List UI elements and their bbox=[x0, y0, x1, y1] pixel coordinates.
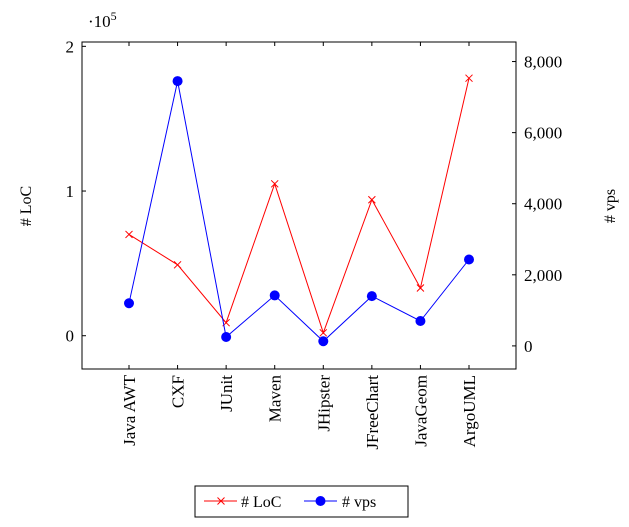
data-point-circle bbox=[221, 332, 232, 343]
left-axis-tick-label: 2 bbox=[66, 37, 75, 56]
legend-item-loc: # LoC bbox=[204, 494, 281, 511]
legend-vps-label: # vps bbox=[342, 494, 376, 511]
x-axis-tick-label: CXF bbox=[169, 375, 188, 408]
data-point-circle bbox=[318, 336, 329, 347]
x-axis-tick-label: Maven bbox=[266, 375, 285, 423]
series-loc bbox=[125, 74, 473, 337]
legend-loc-label: # LoC bbox=[241, 494, 281, 511]
right-axis-tick-label: 0 bbox=[524, 337, 533, 356]
x-axis-tick-label: JHipster bbox=[314, 375, 333, 432]
right-axis-tick-label: 8,000 bbox=[524, 53, 562, 72]
cross-stroke bbox=[270, 179, 279, 188]
x-axis-tick-label: Java AWT bbox=[120, 374, 139, 445]
left-axis-tick-label: 0 bbox=[66, 327, 75, 346]
right-axis-tick-label: 6,000 bbox=[524, 124, 562, 143]
legend-item-vps: # vps bbox=[304, 494, 376, 511]
plot-frame bbox=[81, 41, 517, 370]
data-point-circle bbox=[366, 291, 377, 302]
data-point-circle bbox=[269, 290, 280, 301]
cross-stroke bbox=[173, 260, 182, 269]
series-layer bbox=[124, 74, 474, 347]
legend: # LoC # vps bbox=[194, 485, 409, 518]
data-point-cross bbox=[319, 328, 328, 337]
left-axis: 0 1 2 bbox=[66, 37, 86, 346]
left-axis-scale-label: ·105 bbox=[88, 9, 117, 31]
legend-loc-marker bbox=[217, 497, 225, 505]
right-axis-label: # vps bbox=[602, 189, 619, 223]
data-point-cross bbox=[465, 74, 473, 83]
cross-stroke bbox=[125, 230, 133, 239]
data-point-circle bbox=[172, 76, 183, 87]
x-axis-tick-label: JUnit bbox=[217, 375, 236, 412]
x-axis-tick-label: JavaGeom bbox=[411, 375, 430, 447]
left-axis-tick-label: 1 bbox=[66, 182, 75, 201]
x-axis: Java AWT CXF JUnit Maven JHipster JFreeChart J… bbox=[120, 42, 479, 450]
data-point-circle bbox=[464, 254, 474, 265]
cross-stroke bbox=[319, 328, 328, 337]
legend-vps-marker bbox=[315, 496, 326, 506]
cross-stroke bbox=[368, 195, 376, 204]
right-axis: 0 2,000 4,000 6,000 8,000 bbox=[512, 53, 562, 356]
data-point-cross bbox=[416, 284, 425, 292]
right-axis-tick-label: 4,000 bbox=[524, 195, 562, 214]
data-point-cross bbox=[368, 195, 376, 204]
series-line bbox=[128, 80, 470, 342]
series-vps bbox=[124, 76, 474, 347]
left-axis-label: # LoC bbox=[18, 186, 35, 226]
data-point-circle bbox=[415, 316, 426, 327]
cross-stroke bbox=[465, 74, 473, 83]
series-line bbox=[128, 78, 470, 335]
x-axis-tick-label: ArgoUML bbox=[460, 375, 479, 447]
right-axis-tick-label: 2,000 bbox=[524, 266, 562, 285]
data-point-circle bbox=[124, 298, 134, 309]
data-point-cross bbox=[270, 179, 279, 188]
data-point-cross bbox=[125, 230, 133, 239]
x-axis-tick-label: JFreeChart bbox=[363, 375, 382, 450]
data-point-cross bbox=[173, 260, 182, 269]
cross-stroke bbox=[416, 284, 425, 292]
